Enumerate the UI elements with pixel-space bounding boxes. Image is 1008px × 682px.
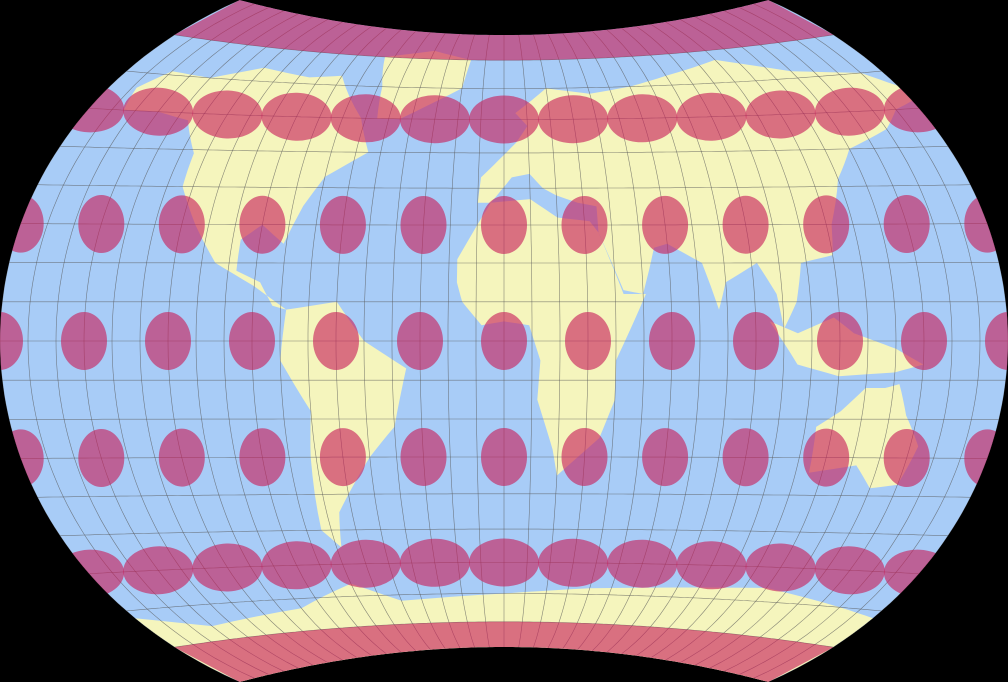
tissot-indicatrix [481,428,527,486]
tissot-indicatrix [0,312,23,370]
tissot-indicatrix [123,546,194,595]
tissot-indicatrix [565,312,611,370]
tissot-indicatrix [330,539,401,588]
tissot-indicatrix [733,312,779,370]
tissot-indicatrix [561,196,608,254]
tissot-indicatrix [239,428,286,487]
tissot-indicatrix [158,195,205,254]
tissot-indicatrix [883,429,930,487]
tissot-indicatrix [538,95,609,144]
polar-indicatrix [174,0,834,61]
tissot-indicatrix [399,538,470,587]
tissot-indicatrix [803,428,850,487]
parallel [126,593,882,612]
tissot-indicatrix [481,196,527,254]
parallel [126,70,882,89]
tissot-indicatrix [481,312,527,370]
tissot-indicatrix [538,538,609,587]
polar-indicatrix [174,621,834,682]
tissot-indicatrix [192,543,263,592]
tissot-indicatrix [239,195,286,254]
tissot-indicatrix [814,87,885,136]
tissot-indicatrix [985,312,1008,370]
parallel [59,528,949,536]
tissot-indicatrix [61,312,107,370]
tissot-indicatrix [469,95,539,144]
tissot-indicatrix [722,195,769,254]
tissot-indicatrix [649,312,695,370]
tissot-indicatrix [676,92,747,141]
tissot-indicatrix [803,195,850,254]
parallel [59,146,949,154]
tissot-indicatrix [642,195,689,254]
tissot-indicatrix [722,428,769,487]
tissot-indicatrix [400,428,447,486]
tissot-indicatrix [319,195,366,254]
parallel [37,493,971,498]
tissot-indicatrix [814,546,885,595]
tissot-indicatrix [607,539,678,588]
tissot-indicatrix [330,94,401,143]
tissot-indicatrix [676,541,747,590]
tissot-indicatrix [261,92,332,141]
tissot-indicatrix [745,543,816,592]
land [280,301,407,548]
tissot-indicatrix [313,312,359,370]
tissot-indicatrix [469,538,539,587]
tissot-indicatrix [78,195,125,253]
tissot-indicatrix [642,428,689,487]
tissot-indicatrix [817,312,863,370]
tissot-indicatrix [192,90,263,139]
tissot-indicatrix [78,429,125,487]
tissot-indicatrix [901,312,947,370]
tissot-indicatrix [397,312,443,370]
tissot-indicatrix [607,94,678,143]
tissot-indicatrix [123,87,194,136]
tissot-indicatrix [319,428,366,487]
land [377,50,472,119]
parallel [37,184,971,189]
tissot-indicatrix [745,90,816,139]
tissot-indicatrix [561,428,608,486]
tissot-indicatrix [883,195,930,253]
tissot-indicatrix [229,312,275,370]
tissot-indicatrix [400,196,447,254]
tissot-indicatrix [145,312,191,370]
tissot-indicatrix [261,541,332,590]
tissot-indicatrix [158,428,205,487]
tissot-indicatrix [399,95,470,144]
